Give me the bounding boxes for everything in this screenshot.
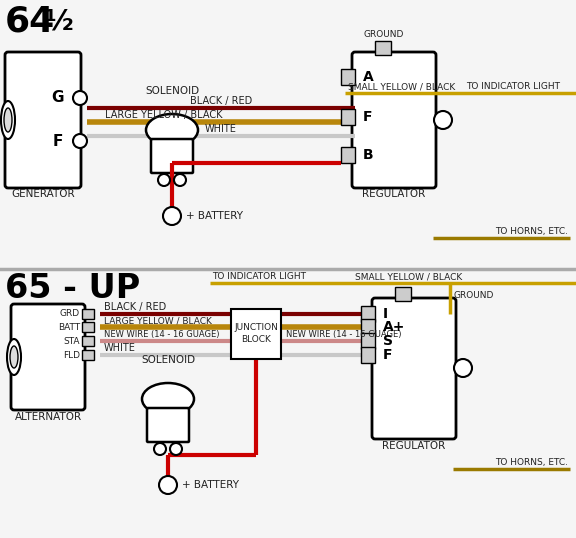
Text: A+: A+ xyxy=(383,320,406,334)
FancyBboxPatch shape xyxy=(395,287,411,301)
FancyBboxPatch shape xyxy=(82,322,94,332)
Text: F: F xyxy=(363,110,373,124)
Text: 65 - UP: 65 - UP xyxy=(5,272,140,305)
Text: LARGE YELLOW / BLACK: LARGE YELLOW / BLACK xyxy=(105,110,222,120)
Circle shape xyxy=(174,174,186,186)
FancyBboxPatch shape xyxy=(341,69,355,85)
FancyBboxPatch shape xyxy=(352,52,436,188)
FancyBboxPatch shape xyxy=(361,306,375,322)
Text: F: F xyxy=(383,348,392,362)
Text: B: B xyxy=(363,148,374,162)
Text: A: A xyxy=(363,70,374,84)
Text: F: F xyxy=(53,133,63,148)
FancyBboxPatch shape xyxy=(82,336,94,346)
Text: GRD: GRD xyxy=(60,309,80,318)
Text: SMALL YELLOW / BLACK: SMALL YELLOW / BLACK xyxy=(355,272,463,281)
FancyBboxPatch shape xyxy=(231,309,281,359)
Text: GROUND: GROUND xyxy=(363,30,403,39)
Text: NEW WIRE (14 - 16 GUAGE): NEW WIRE (14 - 16 GUAGE) xyxy=(286,330,401,339)
Text: + BATTERY: + BATTERY xyxy=(186,211,243,221)
FancyBboxPatch shape xyxy=(372,298,456,439)
Text: LARGE YELLOW / BLACK: LARGE YELLOW / BLACK xyxy=(104,316,212,325)
Circle shape xyxy=(158,174,170,186)
Text: G: G xyxy=(52,90,65,105)
FancyBboxPatch shape xyxy=(11,304,85,410)
FancyBboxPatch shape xyxy=(82,309,94,319)
Text: JUNCTION: JUNCTION xyxy=(234,323,278,332)
Text: NEW WIRE (14 - 16 GUAGE): NEW WIRE (14 - 16 GUAGE) xyxy=(104,330,219,339)
Text: STA: STA xyxy=(63,336,80,345)
Text: TO INDICATOR LIGHT: TO INDICATOR LIGHT xyxy=(212,272,306,281)
Circle shape xyxy=(73,91,87,105)
Text: ½: ½ xyxy=(45,8,74,36)
Text: SMALL YELLOW / BLACK: SMALL YELLOW / BLACK xyxy=(348,82,455,91)
Text: BATT: BATT xyxy=(58,322,80,331)
Circle shape xyxy=(73,134,87,148)
Circle shape xyxy=(170,443,182,455)
Circle shape xyxy=(454,359,472,377)
Text: REGULATOR: REGULATOR xyxy=(362,189,426,199)
FancyBboxPatch shape xyxy=(375,41,391,55)
Ellipse shape xyxy=(146,114,198,146)
FancyBboxPatch shape xyxy=(82,350,94,360)
Circle shape xyxy=(154,443,166,455)
FancyBboxPatch shape xyxy=(151,139,193,173)
Text: ALTERNATOR: ALTERNATOR xyxy=(14,412,82,422)
Text: FLD: FLD xyxy=(63,350,80,359)
Text: I: I xyxy=(383,307,388,321)
Text: BLACK / RED: BLACK / RED xyxy=(104,302,166,312)
Bar xyxy=(0,0,576,269)
Ellipse shape xyxy=(4,108,12,132)
Text: S: S xyxy=(383,334,393,348)
Text: TO HORNS, ETC.: TO HORNS, ETC. xyxy=(495,458,568,467)
Text: GENERATOR: GENERATOR xyxy=(11,189,75,199)
Ellipse shape xyxy=(7,339,21,375)
Text: WHITE: WHITE xyxy=(205,124,237,134)
Text: TO HORNS, ETC.: TO HORNS, ETC. xyxy=(495,227,568,236)
Text: WHITE: WHITE xyxy=(104,343,136,353)
Ellipse shape xyxy=(10,346,18,368)
FancyBboxPatch shape xyxy=(361,333,375,349)
Text: BLACK / RED: BLACK / RED xyxy=(190,96,252,106)
Ellipse shape xyxy=(1,101,15,139)
Text: SOLENOID: SOLENOID xyxy=(141,355,195,365)
Ellipse shape xyxy=(142,383,194,415)
Circle shape xyxy=(163,207,181,225)
FancyBboxPatch shape xyxy=(5,52,81,188)
Text: GROUND: GROUND xyxy=(454,291,494,300)
Text: REGULATOR: REGULATOR xyxy=(382,441,446,451)
Text: + BATTERY: + BATTERY xyxy=(182,480,239,490)
FancyBboxPatch shape xyxy=(147,408,189,442)
Text: SOLENOID: SOLENOID xyxy=(145,86,199,96)
FancyBboxPatch shape xyxy=(361,347,375,363)
FancyBboxPatch shape xyxy=(341,109,355,125)
Circle shape xyxy=(434,111,452,129)
Text: 64: 64 xyxy=(5,5,55,39)
FancyBboxPatch shape xyxy=(341,147,355,163)
FancyBboxPatch shape xyxy=(361,319,375,335)
Text: TO INDICATOR LIGHT: TO INDICATOR LIGHT xyxy=(466,82,560,91)
Text: BLOCK: BLOCK xyxy=(241,336,271,344)
Circle shape xyxy=(159,476,177,494)
